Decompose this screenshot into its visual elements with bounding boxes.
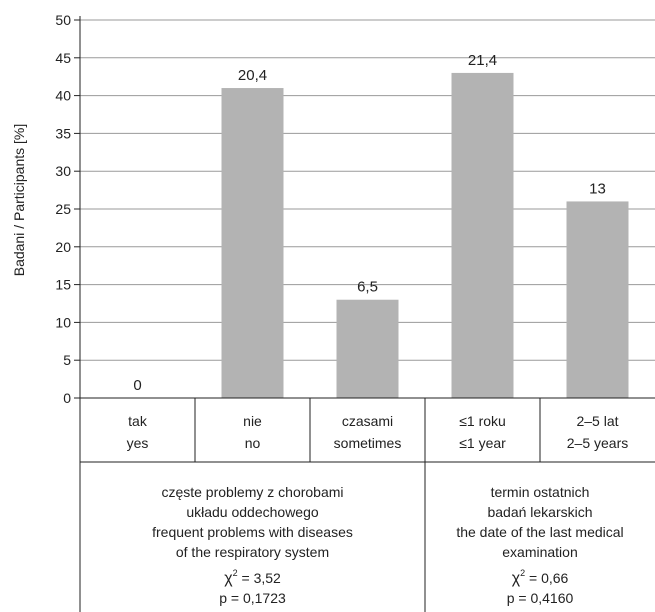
category-label: tak	[128, 413, 148, 429]
y-axis-label: Badani / Participants [%]	[11, 124, 27, 277]
data-label: 6,5	[357, 279, 378, 296]
data-label: 20,4	[238, 67, 267, 84]
data-label: 13	[589, 180, 606, 197]
p-value: p = 0,1723	[219, 590, 286, 606]
data-label: 21,4	[468, 52, 497, 69]
y-tick-label: 25	[55, 201, 71, 217]
chi-square-statistic: χ2 = 0,66	[512, 568, 569, 587]
y-tick-label: 50	[55, 12, 71, 28]
bar	[221, 88, 284, 398]
category-label: 2–5 lat	[576, 413, 618, 429]
y-tick-label: 40	[55, 88, 71, 104]
y-tick-label: 10	[55, 314, 71, 330]
bar	[566, 201, 629, 398]
category-label: sometimes	[334, 435, 402, 451]
category-label: ≤1 roku	[459, 413, 506, 429]
category-label: yes	[127, 435, 149, 451]
group-description: of the respiratory system	[176, 544, 329, 560]
group-description: frequent problems with diseases	[152, 524, 353, 540]
y-tick-label: 30	[55, 163, 71, 179]
y-tick-label: 5	[63, 352, 71, 368]
y-tick-label: 20	[55, 239, 71, 255]
category-label: 2–5 years	[567, 435, 628, 451]
group-description: badań lekarskich	[487, 504, 592, 520]
data-label: 0	[133, 377, 141, 394]
y-tick-label: 35	[55, 125, 71, 141]
category-label: ≤1 year	[459, 435, 506, 451]
y-tick-label: 45	[55, 50, 71, 66]
category-label: czasami	[342, 413, 393, 429]
group-description: termin ostatnich	[491, 484, 590, 500]
group-description: the date of the last medical	[456, 524, 623, 540]
group-description: examination	[502, 544, 578, 560]
category-label: no	[245, 435, 261, 451]
y-tick-label: 15	[55, 277, 71, 293]
category-label: nie	[243, 413, 262, 429]
group-description: układu oddechowego	[186, 504, 319, 520]
chi-square-statistic: χ2 = 3,52	[224, 568, 281, 587]
y-tick-label: 0	[63, 390, 71, 406]
p-value: p = 0,4160	[507, 590, 574, 606]
bar	[336, 299, 399, 398]
bar	[451, 72, 514, 399]
group-description: częste problemy z chorobami	[161, 484, 343, 500]
